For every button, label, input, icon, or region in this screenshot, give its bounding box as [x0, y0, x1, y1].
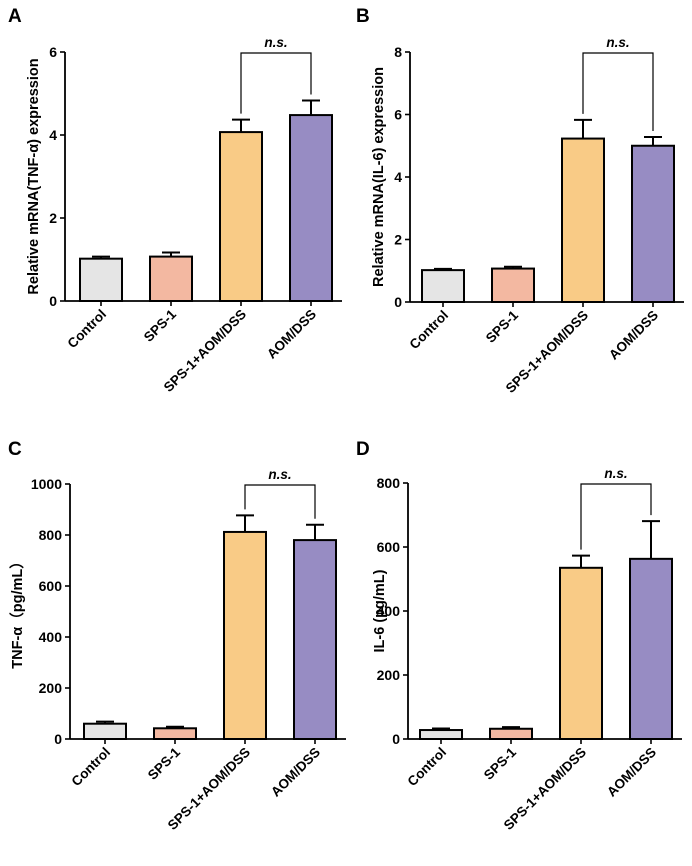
y-tick-label: 200 — [39, 680, 63, 696]
x-tick-label: Control — [69, 745, 114, 790]
y-tick-label: 2 — [394, 232, 402, 248]
significance-bracket — [244, 484, 316, 519]
y-tick-label: 400 — [39, 629, 63, 645]
significance-bracket — [580, 483, 652, 550]
y-tick-label: 400 — [377, 603, 401, 619]
significance-label: n.s. — [606, 35, 629, 50]
y-tick-label: 600 — [377, 539, 401, 555]
y-tick-label: 800 — [39, 527, 63, 543]
x-tick-label: AOM/DSS — [604, 745, 659, 800]
bar-sps-1 — [153, 727, 197, 740]
x-tick-label: SPS-1 — [141, 306, 180, 345]
x-tick-label: AOM/DSS — [606, 308, 661, 363]
y-axis-title: IL-6 (pg/mL) — [372, 569, 388, 652]
y-tick-label: 800 — [377, 475, 401, 491]
y-tick-label: 6 — [394, 107, 402, 123]
y-tick-label: 8 — [394, 44, 402, 60]
significance-label: n.s. — [264, 35, 287, 50]
x-tick-label: Control — [407, 308, 452, 353]
bar-aom-dss — [629, 557, 673, 741]
bar-control — [83, 722, 127, 741]
bar-control — [421, 269, 465, 303]
x-tick-label: AOM/DSS — [268, 745, 323, 800]
x-tick-label: AOM/DSS — [264, 307, 319, 362]
bar-sps-1-aom-dss — [223, 530, 267, 740]
y-tick-label: 4 — [49, 127, 57, 143]
y-tick-label: 200 — [377, 667, 401, 683]
panel-label: B — [356, 6, 370, 27]
y-axis-title: Relative mRNA(TNF-α) expression — [26, 58, 42, 294]
x-tick-label: SPS-1 — [481, 744, 520, 783]
panel-label: D — [356, 439, 370, 460]
bar-control — [79, 257, 123, 303]
panel-label: C — [8, 439, 22, 460]
bar-sps-1 — [149, 255, 193, 302]
bar-aom-dss — [289, 114, 333, 302]
significance-label: n.s. — [268, 467, 291, 482]
y-tick-label: 0 — [49, 293, 57, 309]
y-tick-label: 1000 — [31, 476, 62, 492]
x-tick-label: Control — [405, 745, 450, 790]
chart-panel-c: C 0 200 400 600 800 1000 TNF-α（pg/mL） Control SPS… — [8, 439, 346, 833]
x-tick-label: SPS-1 — [483, 307, 522, 346]
significance-label: n.s. — [604, 466, 627, 481]
x-tick-label: Control — [65, 307, 110, 352]
bar-sps-1 — [489, 727, 533, 741]
y-tick-label: 0 — [54, 731, 62, 747]
y-tick-label: 0 — [394, 294, 402, 310]
significance-bracket — [240, 52, 312, 114]
y-axis-title: TNF-α（pg/mL） — [8, 554, 26, 668]
y-axis-title: Relative mRNA(IL-6) expression — [371, 67, 387, 287]
y-tick-label: 600 — [39, 578, 63, 594]
bar-sps-1-aom-dss — [559, 566, 603, 740]
y-tick-label: 4 — [394, 169, 402, 185]
bar-aom-dss — [293, 539, 337, 740]
chart-panel-a: A 0 2 4 6 Relative mRNA(TNF-α) expression Cont… — [8, 6, 342, 395]
bar-aom-dss — [631, 144, 675, 303]
y-tick-label: 6 — [49, 44, 57, 60]
y-tick-label: 0 — [392, 731, 400, 747]
y-tick-label: 2 — [49, 210, 57, 226]
bar-sps-1-aom-dss — [219, 131, 263, 302]
bar-sps-1-aom-dss — [561, 137, 605, 303]
x-tick-label: SPS-1 — [145, 744, 184, 783]
bar-control — [419, 729, 463, 740]
panel-label: A — [8, 6, 22, 27]
bar-sps-1 — [491, 267, 535, 303]
chart-panel-b: B 0 2 4 6 8 Relative mRNA(IL-6) expression Cont… — [356, 6, 684, 396]
significance-bracket — [582, 52, 654, 131]
